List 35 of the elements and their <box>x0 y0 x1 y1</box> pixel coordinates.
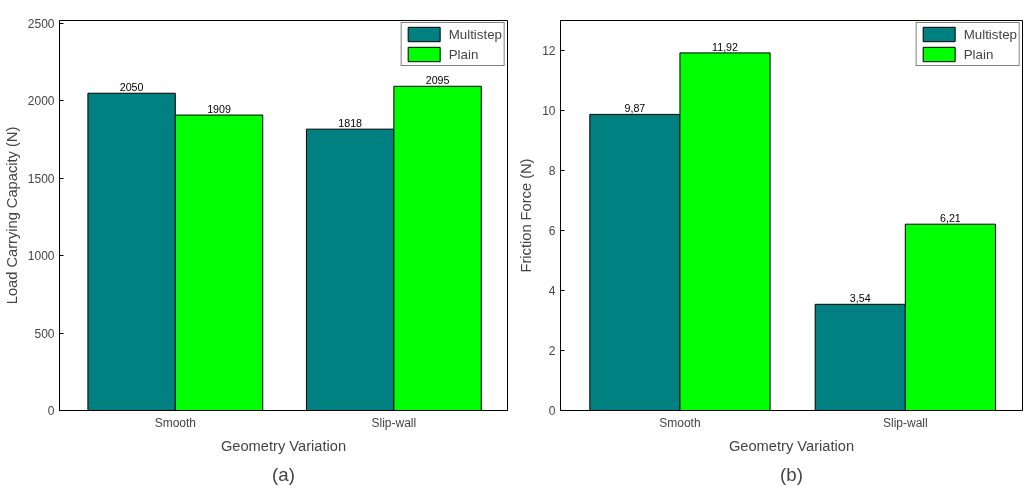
data-label: 3,54 <box>849 292 871 305</box>
data-label: 2050 <box>119 81 144 94</box>
y-tick-label: 1500 <box>27 171 55 186</box>
legend-label: Plain <box>448 46 479 62</box>
x-tick-label: Smooth <box>154 415 197 430</box>
y-axis-title: Load Carrying Capacity (N) <box>3 126 20 305</box>
y-tick-label: 0 <box>47 404 55 418</box>
text: (a) <box>272 463 295 485</box>
y-tick-label: 0 <box>548 404 556 418</box>
data-label: 1909 <box>207 103 231 116</box>
x-axis-title: Geometry Variation <box>220 437 347 454</box>
data-label: 2095 <box>425 74 450 87</box>
y-tick-label: 2500 <box>27 17 55 32</box>
y-tick-label: 10 <box>542 104 556 118</box>
y-tick-label: 8 <box>548 164 556 178</box>
x-tick-label: Slip-wall <box>371 415 417 430</box>
text: (b) <box>780 463 803 485</box>
legend-label: Multistep <box>963 26 1017 42</box>
data-label: 11,92 <box>712 40 739 53</box>
y-tick-label: 2 <box>548 344 556 358</box>
y-tick-label: 1000 <box>27 249 55 264</box>
data-label: 6,21 <box>940 212 961 225</box>
y-tick-label: 6 <box>548 224 556 238</box>
x-tick-label: Smooth <box>659 415 701 430</box>
y-tick-label: 12 <box>542 44 556 58</box>
data-label: 1818 <box>338 117 363 130</box>
legend-label: Multistep <box>448 26 502 42</box>
y-tick-label: 4 <box>548 284 556 298</box>
x-axis-title: Geometry Variation <box>728 437 855 454</box>
y-tick-label: 2000 <box>27 94 55 109</box>
x-tick-label: Slip-wall <box>882 415 928 430</box>
y-tick-label: 500 <box>34 326 55 341</box>
legend-label: Plain <box>963 46 994 62</box>
data-label: 9,87 <box>624 102 646 115</box>
y-axis-title: Friction Force (N) <box>518 158 535 273</box>
